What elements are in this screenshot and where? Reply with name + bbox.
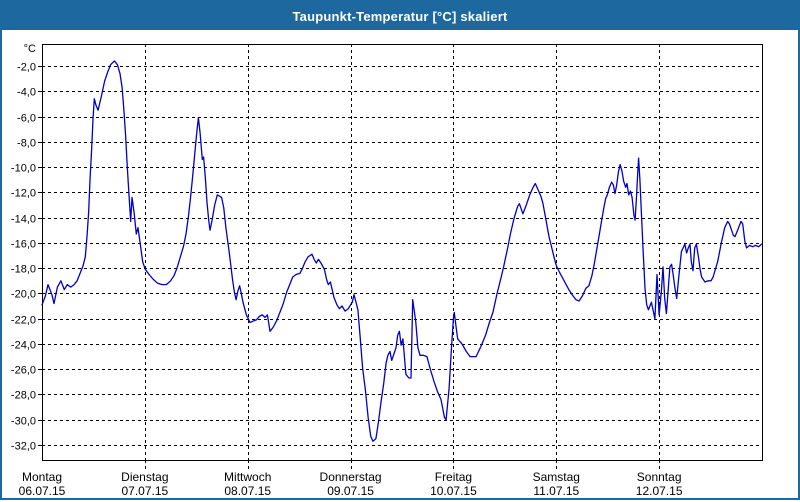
day-name-label: Dienstag bbox=[121, 470, 168, 484]
y-axis-tick-label: -26,0 bbox=[11, 365, 36, 377]
day-date-label: 06.07.15 bbox=[19, 484, 66, 498]
plot-frame bbox=[42, 44, 763, 461]
y-axis-tick-label: -14,0 bbox=[11, 214, 36, 226]
day-date-label: 07.07.15 bbox=[121, 484, 168, 498]
chart-title: Taupunkt-Temperatur [°C] skaliert bbox=[292, 8, 508, 24]
day-date-label: 12.07.15 bbox=[636, 484, 683, 498]
y-axis-tick-label: -8,0 bbox=[17, 138, 36, 150]
y-axis-tick-label: -22,0 bbox=[11, 315, 36, 327]
day-name-label: Donnerstag bbox=[320, 470, 382, 484]
y-axis-tick-label: -24,0 bbox=[11, 340, 36, 352]
day-date-label: 08.07.15 bbox=[224, 484, 271, 498]
gridlines bbox=[38, 44, 762, 471]
y-axis-tick-label: -32,0 bbox=[11, 441, 36, 453]
day-date-label: 11.07.15 bbox=[533, 484, 579, 498]
day-name-label: Montag bbox=[22, 470, 62, 484]
y-axis-tick-label: -12,0 bbox=[11, 188, 36, 200]
day-name-label: Mittwoch bbox=[224, 470, 271, 484]
y-axis-tick-label: -6,0 bbox=[17, 113, 36, 125]
title-bar: Taupunkt-Temperatur [°C] skaliert bbox=[2, 2, 798, 30]
day-date-label: 09.07.15 bbox=[327, 484, 374, 498]
y-axis-tick-label: -4,0 bbox=[17, 87, 36, 99]
y-axis-tick-label: -2,0 bbox=[17, 62, 36, 74]
dewpoint-series-line bbox=[41, 60, 763, 442]
day-name-label: Sonntag bbox=[637, 470, 682, 484]
y-axis-unit-label: °C bbox=[24, 43, 36, 55]
y-axis-tick-label: -30,0 bbox=[11, 416, 36, 428]
y-axis-tick-label: -10,0 bbox=[11, 163, 36, 175]
y-axis-tick-label: -20,0 bbox=[11, 289, 36, 301]
y-axis-tick-label: -28,0 bbox=[11, 390, 36, 402]
day-date-label: 10.07.15 bbox=[430, 484, 477, 498]
day-name-label: Freitag bbox=[435, 470, 472, 484]
y-axis-tick-label: -18,0 bbox=[11, 264, 36, 276]
day-name-label: Samstag bbox=[533, 470, 580, 484]
y-axis-tick-label: -16,0 bbox=[11, 239, 36, 251]
